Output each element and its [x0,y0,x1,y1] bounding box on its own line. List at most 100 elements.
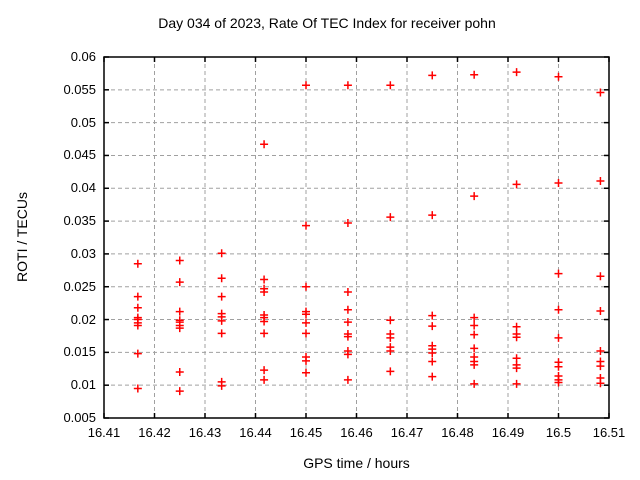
data-point-marker [302,356,310,365]
data-point-marker [343,375,352,384]
x-tick-label: 16.45 [289,425,323,440]
data-point-marker [260,366,269,375]
data-point-marker [428,311,437,320]
data-point-marker [470,379,479,388]
data-point-marker [175,387,184,396]
data-point-marker [596,307,605,316]
data-point-marker [596,379,605,388]
data-point-marker [217,316,226,325]
data-point-marker [302,221,310,230]
data-point-marker [428,211,437,220]
x-tick-label: 16.47 [390,425,424,440]
data-point-marker [386,347,395,356]
y-tick-label: 0.015 [63,344,96,360]
data-point-marker [133,303,142,312]
data-point-marker [554,333,563,342]
data-point-marker [260,287,269,296]
data-point-marker [470,70,479,79]
y-tick-label: 0.01 [70,377,96,393]
x-tick-label: 16.5 [545,425,572,440]
data-point-marker [260,375,269,384]
data-point-marker [343,219,352,228]
data-point-marker [302,282,310,291]
plot-border [103,56,610,419]
data-point-marker [302,368,310,377]
data-point-marker [470,321,479,330]
data-point-marker [596,177,605,186]
data-point-marker [386,213,395,222]
data-point-marker [554,305,563,314]
data-point-marker [554,179,563,188]
y-tick-label: 0.045 [63,147,96,163]
data-point-marker [470,313,479,322]
data-point-marker [428,372,437,381]
x-tick-label: 16.46 [340,425,373,440]
data-point-marker [133,292,142,301]
data-point-marker [175,307,184,316]
data-point-marker [554,72,563,81]
data-point-marker [512,379,521,388]
data-point-marker [302,81,310,90]
y-tick-label: 0.025 [63,278,96,294]
data-point-marker [302,310,310,319]
data-point-marker [386,367,395,376]
data-point-marker [133,259,142,268]
data-point-marker [428,357,437,366]
y-tick-label: 0.05 [70,114,96,130]
x-axis-label: GPS time / hours [303,455,410,471]
y-tick-label: 0.005 [63,410,96,425]
data-point-marker [386,81,395,90]
data-point-marker [217,274,226,283]
data-point-marker [260,329,269,338]
chart-title: Day 034 of 2023, Rate Of TEC Index for r… [158,15,496,31]
data-point-marker [470,192,479,201]
data-point-marker [386,316,395,325]
data-point-marker [343,318,352,327]
data-point-marker [512,68,521,77]
data-point-marker [343,350,352,359]
data-point-marker [596,88,605,97]
data-point-marker [217,249,226,258]
x-tick-label: 16.43 [188,425,222,440]
data-point-marker [175,368,184,377]
data-point-marker [386,333,395,342]
x-tick-label: 16.42 [138,425,171,440]
data-point-marker [470,344,479,353]
data-point-marker [470,360,479,369]
data-point-marker [470,330,479,339]
data-point-marker [175,278,184,287]
data-point-marker [302,318,310,327]
x-tick-label: 16.49 [491,425,525,440]
data-point-marker [343,287,352,296]
data-point-marker [343,81,352,90]
y-tick-label: 0.06 [70,49,96,64]
x-tick-label: 16.48 [441,425,474,440]
data-point-marker [133,349,142,358]
data-point-marker [596,362,605,371]
data-point-marker [133,384,142,393]
data-point-marker [260,140,269,149]
data-point-marker [428,349,437,358]
data-point-marker [428,322,437,331]
data-point-marker [217,381,226,390]
data-point-marker [428,71,437,80]
data-point-marker [554,362,563,371]
y-tick-label: 0.02 [70,311,96,327]
data-point-marker [302,329,310,338]
y-tick-label: 0.03 [70,245,96,261]
data-point-marker [554,269,563,278]
data-point-marker [175,324,184,333]
data-point-marker [217,329,226,338]
data-point-marker [512,322,521,331]
y-axis-label: ROTI / TECUs [14,192,30,282]
y-tick-label: 0.035 [63,213,96,229]
data-point-marker [343,332,352,341]
data-point-marker [512,180,521,189]
data-point-marker [133,321,142,330]
x-tick-label: 16.44 [239,425,272,440]
x-tick-label: 16.51 [592,425,626,440]
y-tick-label: 0.055 [63,81,96,97]
data-point-marker [175,256,184,265]
